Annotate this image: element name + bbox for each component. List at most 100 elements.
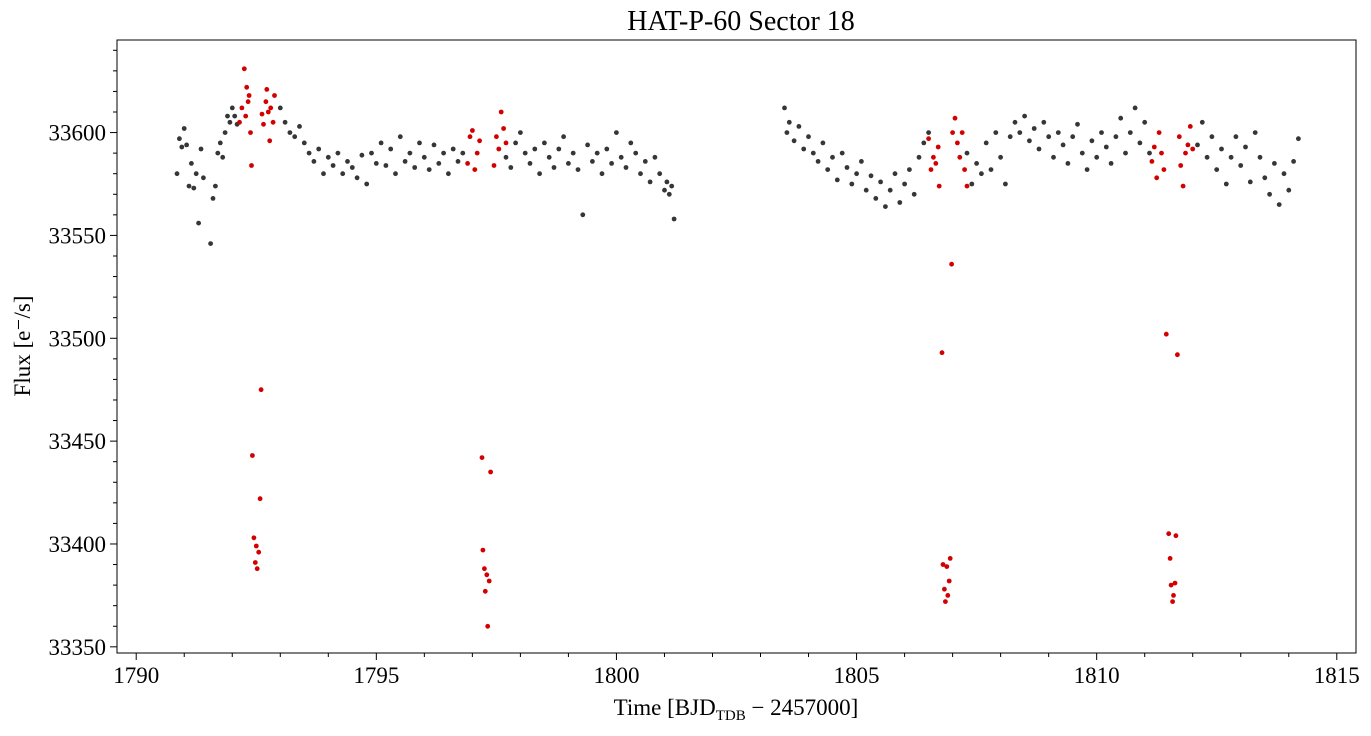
flux-point-83 [599,171,605,177]
flux-point-101 [782,105,787,111]
flux-point-159 [1089,138,1095,144]
flux-point-71 [542,140,547,146]
flux-point-185 [1257,154,1263,160]
in-transit-point-83 [1176,134,1182,140]
flux-point-121 [873,196,879,201]
flux-point-26 [287,130,293,136]
in-transit-point-82 [1175,352,1180,358]
in-transit-point-51 [936,183,942,189]
in-transit-point-47 [928,167,934,173]
flux-point-107 [806,134,811,140]
flux-point-3 [181,126,187,131]
in-transit-point-14 [256,549,262,555]
flux-point-146 [1027,138,1032,144]
flux-point-113 [834,177,840,183]
flux-point-5 [186,183,192,189]
flux-point-171 [1147,150,1152,156]
flux-point-136 [979,171,984,177]
flux-point-95 [657,171,663,177]
flux-point-184 [1252,130,1258,136]
flux-point-170 [1142,119,1148,125]
flux-point-181 [1238,163,1244,168]
flux-point-87 [618,154,624,160]
in-transit-point-70 [1154,175,1160,181]
in-transit-point-76 [1167,556,1173,561]
flux-point-16 [217,140,223,146]
flux-point-154 [1065,161,1071,166]
flux-point-10 [198,146,204,152]
flux-point-6 [189,161,194,166]
flux-point-39 [349,165,355,170]
flux-point-67 [522,150,528,156]
in-transit-point-35 [482,588,488,594]
flux-point-129 [911,191,917,197]
in-transit-point-61 [950,130,955,136]
flux-point-78 [575,167,581,173]
in-transit-point-85 [1180,183,1186,189]
in-transit-point-1 [239,105,245,111]
flux-point-9 [196,220,202,226]
in-transit-point-26 [465,161,470,166]
flux-point-100 [671,216,677,222]
flux-point-186 [1262,175,1268,181]
in-transit-point-54 [942,586,947,592]
flux-point-33 [321,171,326,177]
in-transit-point-15 [257,496,263,502]
flux-point-179 [1228,154,1234,160]
flux-point-157 [1079,150,1085,156]
flux-point-18 [222,130,228,136]
flux-point-32 [316,146,322,152]
in-transit-point-0 [237,119,242,125]
in-transit-point-16 [258,387,264,393]
flux-point-88 [623,165,629,170]
in-transit-point-88 [1187,124,1193,129]
flux-point-140 [998,154,1003,160]
flux-point-142 [1007,134,1013,140]
y-axis: 33350 33400 33450 33500 33550 33600 [49,49,117,660]
flux-point-150 [1046,134,1052,140]
flux-point-90 [633,150,639,156]
in-transit-point-32 [479,455,485,460]
flux-point-74 [556,146,562,152]
flux-point-25 [282,119,288,125]
in-transit-point-60 [949,261,954,267]
flux-point-161 [1099,130,1104,136]
flux-point-151 [1051,154,1056,160]
flux-point-155 [1070,134,1076,140]
flux-point-145 [1022,113,1027,119]
in-transit-point-52 [939,350,945,356]
in-transit-point-75 [1166,531,1172,537]
in-transit-point-86 [1183,150,1188,156]
flux-point-43 [369,150,374,156]
flux-point-187 [1267,191,1272,197]
y-axis-label: Flux [e⁻/s] [10,296,35,397]
in-transit-point-56 [944,564,950,569]
in-transit-point-50 [935,144,941,150]
in-transit-point-78 [1170,599,1175,604]
in-transit-point-37 [485,623,491,629]
flux-point-173 [1199,119,1205,125]
x-tick-label-1795: 1795 [353,663,399,688]
flux-point-137 [983,140,989,146]
flux-point-38 [345,159,350,164]
flux-point-192 [1291,159,1296,164]
in-transit-point-22 [267,138,273,144]
flux-point-49 [397,134,403,140]
flux-point-92 [642,159,648,164]
flux-point-56 [431,142,437,148]
flux-point-135 [974,161,979,166]
in-transit-point-74 [1163,331,1169,337]
flux-point-30 [306,150,312,156]
in-transit-point-49 [933,161,939,166]
flux-point-37 [340,171,346,177]
flux-point-120 [868,173,874,179]
flux-point-177 [1219,146,1224,152]
in-transit-point-69 [1151,144,1157,150]
data-points [174,66,1301,629]
flux-point-68 [527,161,533,166]
flux-point-2 [179,144,185,150]
flux-point-7 [191,185,197,191]
flux-point-116 [849,181,855,187]
x-tick-label-1805: 1805 [834,663,880,688]
